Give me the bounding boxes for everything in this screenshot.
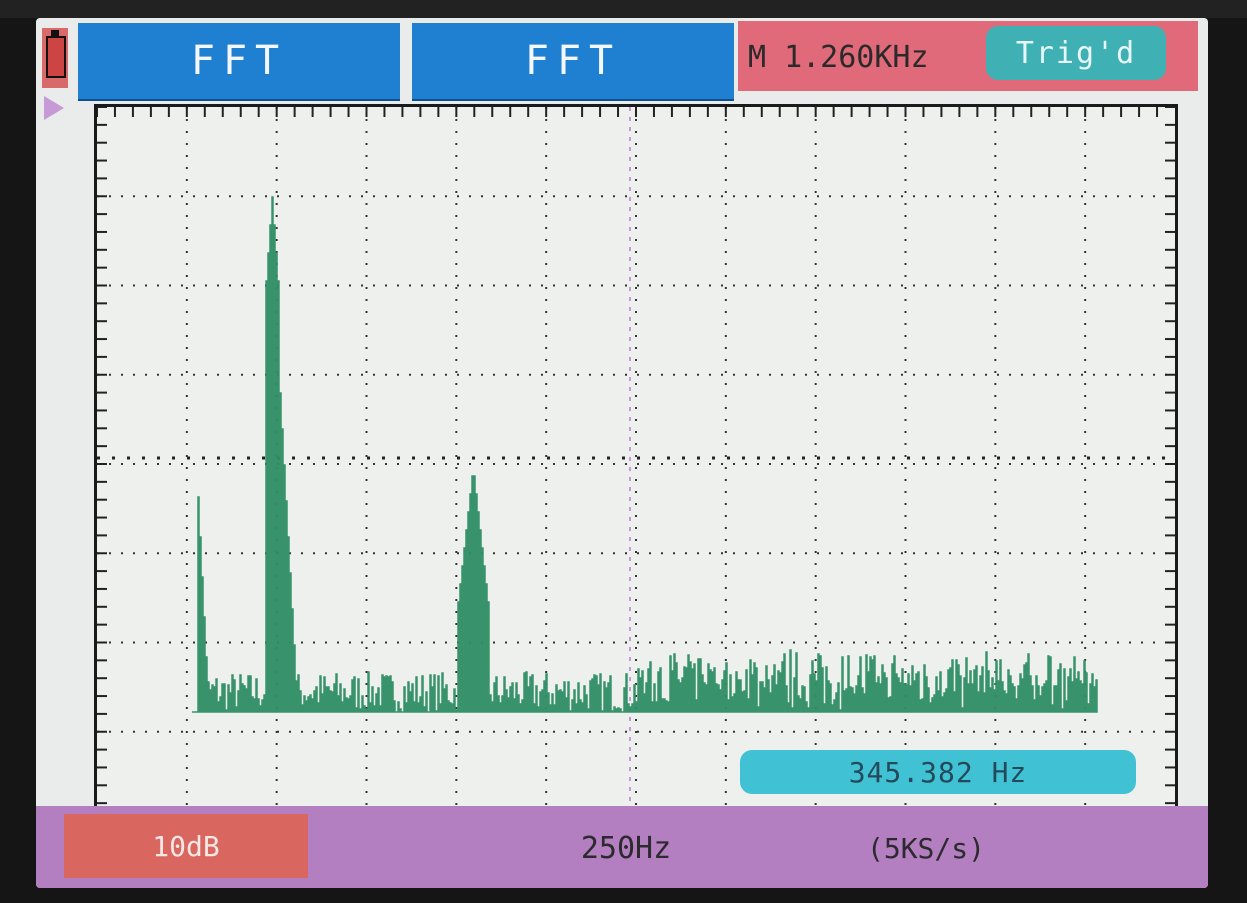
graticule (97, 107, 1175, 821)
timebase-readout: M 1.260KHz (748, 32, 929, 82)
vertical-scale-badge: 10dB (64, 814, 308, 878)
trigger-level-marker (44, 96, 64, 120)
oscilloscope-screen: FFT FFT M 1.260KHz Trig'd 345.382 Hz 10d… (36, 18, 1208, 888)
spectrum-display (94, 104, 1178, 824)
horizontal-scale-label: 250Hz (580, 830, 672, 866)
channel1-mode-tab[interactable]: FFT (78, 23, 400, 101)
device-bezel (0, 0, 1247, 18)
spectrum-trace (192, 196, 1098, 713)
battery-icon (42, 28, 68, 88)
timebase-value: 1.260KHz (784, 39, 929, 75)
timebase-prefix: M (748, 39, 767, 75)
channel2-mode-tab[interactable]: FFT (412, 23, 734, 101)
trigger-status-badge: Trig'd (986, 26, 1166, 80)
cursor-frequency-readout: 345.382 Hz (740, 750, 1136, 794)
sample-rate-label: (5KS/s) (866, 831, 985, 865)
